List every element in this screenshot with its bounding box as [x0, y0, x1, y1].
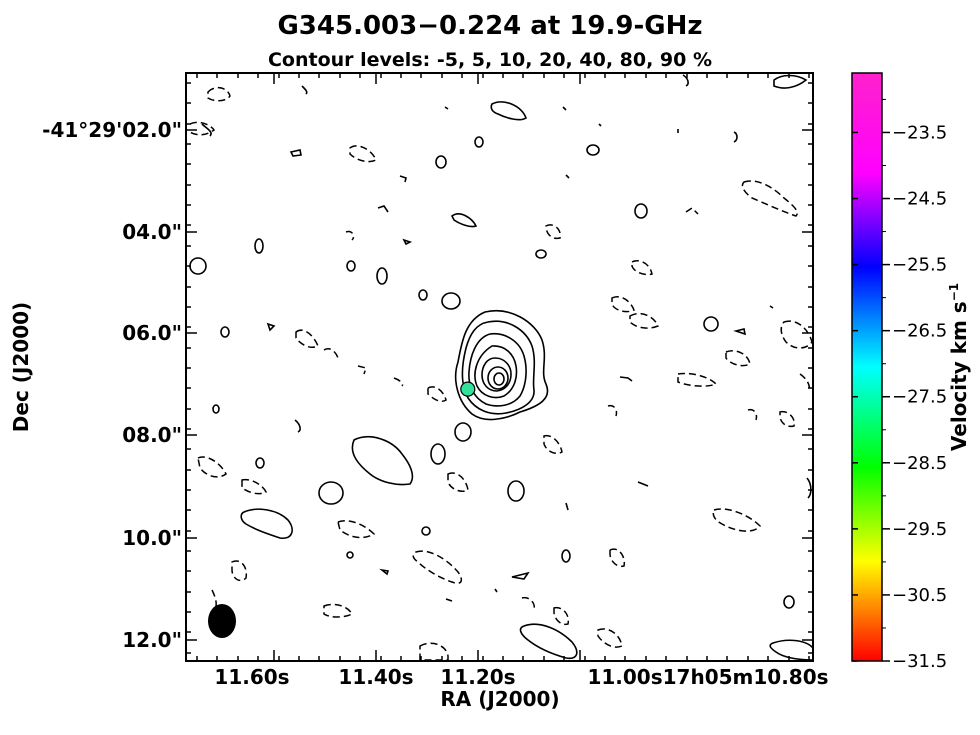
colorbar-tick-label: −28.5 — [892, 453, 947, 474]
axis-ticks — [186, 73, 813, 661]
contour-core-level-7 — [493, 372, 505, 386]
colorbar-tick-label: −26.5 — [892, 321, 947, 342]
x-tick-label: 11.60s — [214, 665, 289, 689]
maser-spot — [460, 381, 476, 397]
x-tick-label: 11.20s — [440, 665, 515, 689]
contour-core-level-3 — [468, 332, 527, 407]
y-axis-tick-labels: -41°29'02.0" 04.0" 06.0" 08.0" 10.0" 12.0" — [42, 118, 182, 652]
beam-ellipse — [208, 604, 236, 638]
negative-contour-lines — [189, 86, 813, 661]
colorbar — [851, 72, 883, 662]
contour-core-level-2 — [461, 320, 536, 415]
contour-core-level-4 — [474, 345, 518, 399]
contour-core-level-1 — [454, 309, 549, 421]
contour-core-level-5 — [481, 357, 512, 392]
colorbar-tick-label: −25.5 — [892, 255, 947, 276]
colorbar-tick-label: −27.5 — [892, 387, 947, 408]
y-tick-label: 08.0" — [122, 423, 182, 447]
y-tick-label: 06.0" — [122, 321, 182, 345]
y-axis-label: Dec (J2000) — [9, 302, 33, 432]
y-tick-label: 10.0" — [122, 526, 182, 550]
x-tick-label: 11.40s — [338, 665, 413, 689]
chart-title: G345.003−0.224 at 19.9-GHz — [277, 11, 702, 41]
x-axis-label: RA (J2000) — [440, 687, 559, 711]
colorbar-tick-label: −23.5 — [892, 122, 947, 143]
plot-frame — [185, 72, 814, 662]
y-tick-label: 04.0" — [122, 220, 182, 244]
colorbar-tick-label: −31.5 — [892, 651, 947, 672]
colorbar-ticks: −23.5 −24.5 −25.5 −26.5 −27.5 −28.5 −29.5 −30.5… — [852, 98, 947, 672]
maser-spots — [460, 381, 476, 397]
colorbar-tick-label: −29.5 — [892, 519, 947, 540]
colorbar-label: Velocity km s−1 — [947, 283, 971, 451]
x-axis-tick-labels: 11.60s 11.40s 11.20s 11.00s17h05m10.80s — [214, 665, 828, 689]
colorbar-tick-label: −24.5 — [892, 189, 947, 210]
colorbar-tick-label: −30.5 — [892, 585, 947, 606]
x-tick-label: 11.00s17h05m10.80s — [587, 665, 828, 689]
y-tick-label: -41°29'02.0" — [42, 118, 182, 142]
contour-core-level-6 — [487, 366, 509, 390]
contour-lines — [189, 74, 813, 661]
chart-subtitle: Contour levels: -5, 5, 10, 20, 40, 80, 9… — [268, 49, 712, 71]
y-tick-label: 12.0" — [122, 628, 182, 652]
